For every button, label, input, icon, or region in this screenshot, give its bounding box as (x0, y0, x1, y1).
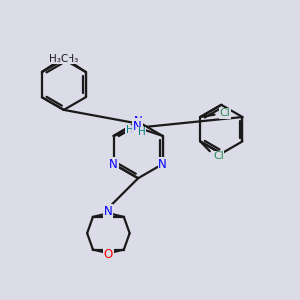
Text: CH₃: CH₃ (59, 54, 78, 64)
Text: N: N (133, 119, 142, 132)
Text: N: N (158, 158, 167, 171)
Text: Cl: Cl (220, 108, 230, 118)
Text: N: N (134, 115, 142, 128)
Text: H: H (138, 127, 146, 137)
Text: N: N (133, 120, 142, 133)
Text: Cl: Cl (213, 151, 224, 161)
Text: N: N (104, 205, 113, 218)
Text: H: H (126, 125, 134, 135)
Text: H₃C: H₃C (49, 54, 68, 64)
Text: N: N (109, 158, 118, 171)
Text: O: O (104, 248, 113, 261)
